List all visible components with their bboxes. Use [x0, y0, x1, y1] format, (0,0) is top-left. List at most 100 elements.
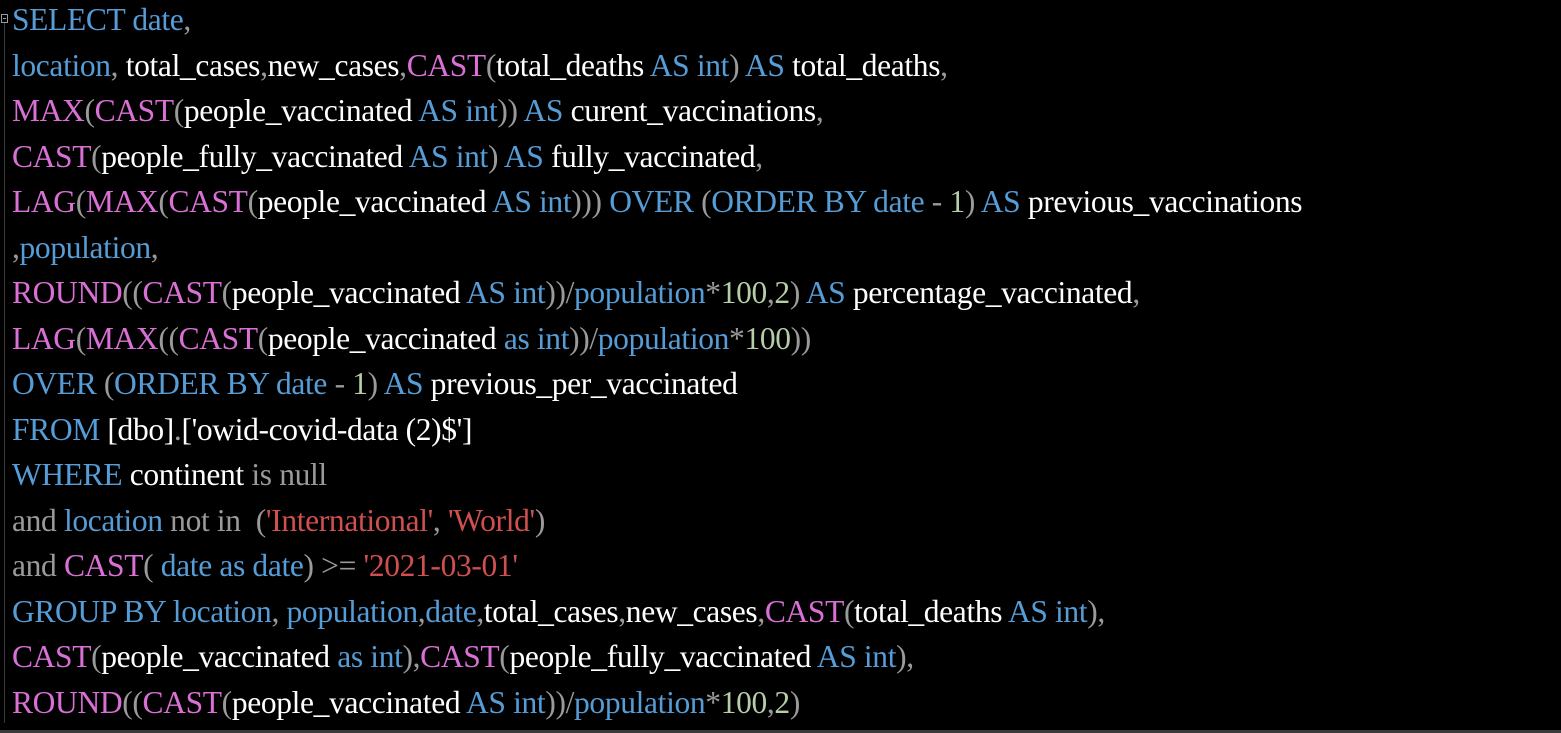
code-token: AS int	[460, 275, 546, 310]
code-token: new_cases	[625, 593, 758, 629]
code-token: ,	[1132, 275, 1140, 310]
code-token: 1	[941, 184, 965, 219]
code-token: AS int	[412, 93, 498, 128]
code-token: ,	[618, 593, 626, 629]
code-token: ,	[757, 593, 765, 629]
code-line[interactable]: and location not in ('International', 'W…	[12, 498, 1302, 544]
code-token: AS int	[402, 138, 489, 174]
code-token: AS	[498, 138, 544, 174]
code-token: ),	[402, 639, 421, 674]
code-token: people_fully_vaccinated	[101, 138, 403, 174]
code-token: AS	[517, 93, 564, 128]
code-token: CAST	[94, 93, 174, 128]
code-line[interactable]: location, total_cases,new_cases,CAST(tot…	[12, 43, 1302, 89]
code-token: -	[327, 366, 345, 401]
code-token: and	[12, 548, 57, 583]
code-token: people_vaccinated	[183, 93, 413, 128]
code-token: ROUND	[12, 275, 123, 310]
code-token: ((	[122, 275, 143, 310]
code-line[interactable]: LAG(MAX(CAST(people_vaccinated AS int)))…	[12, 179, 1303, 225]
code-token: AS int	[643, 47, 730, 83]
code-token: total_deaths	[495, 47, 644, 83]
code-token: people_vaccinated	[257, 184, 487, 219]
code-token: GROUP BY location	[12, 593, 272, 629]
code-token: ))/	[545, 684, 575, 720]
code-token: ,	[183, 2, 191, 37]
code-token: ,	[150, 229, 159, 265]
code-token: )	[487, 138, 499, 174]
code-line[interactable]: CAST(people_fully_vaccinated AS int) AS …	[12, 134, 1302, 180]
code-line[interactable]: CAST(people_vaccinated as int),CAST(peop…	[12, 634, 1302, 680]
code-token: (	[221, 684, 232, 720]
code-token: LAG	[12, 184, 76, 219]
code-token: population	[279, 593, 419, 629]
code-line[interactable]: FROM [dbo].['owid-covid-data (2)$']	[12, 407, 1302, 453]
code-token: AS	[739, 47, 785, 83]
code-token: (	[693, 184, 712, 219]
code-line[interactable]: MAX(CAST(people_vaccinated AS int)) AS c…	[12, 88, 1302, 134]
code-token: 100	[720, 275, 768, 310]
code-token: (	[91, 639, 102, 674]
code-token: ORDER BY date	[114, 366, 328, 401]
code-line[interactable]: OVER (ORDER BY date - 1) AS previous_per…	[12, 361, 1302, 407]
fold-guide-line	[4, 23, 5, 723]
code-token: *	[705, 275, 721, 310]
code-token: ,	[766, 684, 775, 720]
code-line[interactable]: ROUND((CAST(people_vaccinated AS int))/p…	[12, 270, 1302, 316]
code-token: not in (	[162, 502, 266, 538]
code-line[interactable]: LAG(MAX((CAST(people_vaccinated as int))…	[12, 316, 1302, 362]
code-token: total_deaths	[784, 47, 941, 83]
code-line[interactable]: GROUP BY location, population,date,total…	[12, 589, 1302, 635]
code-token: (	[158, 184, 169, 219]
code-token: (	[84, 93, 95, 128]
code-token: new_cases	[267, 47, 400, 83]
code-token: *	[705, 684, 721, 720]
code-token: total_deaths	[854, 593, 1003, 629]
code-token: (	[499, 639, 510, 674]
code-token: AS	[377, 366, 424, 401]
code-token: (	[75, 184, 86, 219]
code-area[interactable]: SELECT date, location, total_cases,new_ca…	[12, 0, 1303, 726]
code-token: (	[257, 320, 268, 356]
code-token: date as date	[153, 548, 304, 583]
code-token: ,	[271, 593, 279, 629]
code-token: ),	[1087, 593, 1105, 629]
code-token: people_vaccinated	[231, 275, 461, 310]
code-token: ((	[122, 684, 143, 720]
code-token: 2	[774, 684, 790, 720]
code-token: ,	[12, 229, 20, 265]
code-token: FROM	[12, 411, 100, 447]
code-token: 'World'	[440, 502, 535, 538]
code-token: *	[729, 320, 745, 356]
code-token: (	[221, 275, 232, 310]
code-token: location	[56, 502, 163, 538]
code-token: ))	[790, 320, 812, 356]
code-token: people_fully_vaccinated	[509, 639, 812, 674]
code-token: ,	[260, 47, 268, 83]
code-token: WHERE	[12, 457, 123, 492]
code-token: ,	[766, 275, 775, 310]
code-token: CAST	[168, 184, 248, 219]
code-line[interactable]: ,population,	[12, 225, 1302, 271]
code-token: OVER	[12, 366, 97, 401]
code-line[interactable]: WHERE continent is null	[12, 452, 1302, 498]
code-token: (	[91, 138, 102, 174]
code-token: OVER	[601, 184, 694, 219]
code-line[interactable]: ROUND((CAST(people_vaccinated AS int))/p…	[12, 680, 1302, 726]
code-token: )	[789, 275, 800, 310]
code-line[interactable]: SELECT date,	[12, 0, 1302, 43]
code-line[interactable]: and CAST( date as date) >= '2021-03-01'	[12, 543, 1302, 589]
code-token: is null	[243, 457, 327, 492]
code-token: CAST	[420, 639, 500, 674]
code-token: )	[303, 548, 314, 583]
code-token: (	[96, 366, 115, 401]
code-token: continent	[122, 457, 244, 492]
code-token: ,	[432, 502, 441, 538]
code-token: ,	[399, 47, 407, 83]
collapse-toggle-icon[interactable]	[1, 14, 8, 23]
code-token: MAX	[12, 93, 85, 128]
code-token: AS	[799, 275, 846, 310]
code-token: population	[574, 684, 706, 720]
code-token: AS int	[486, 184, 572, 219]
